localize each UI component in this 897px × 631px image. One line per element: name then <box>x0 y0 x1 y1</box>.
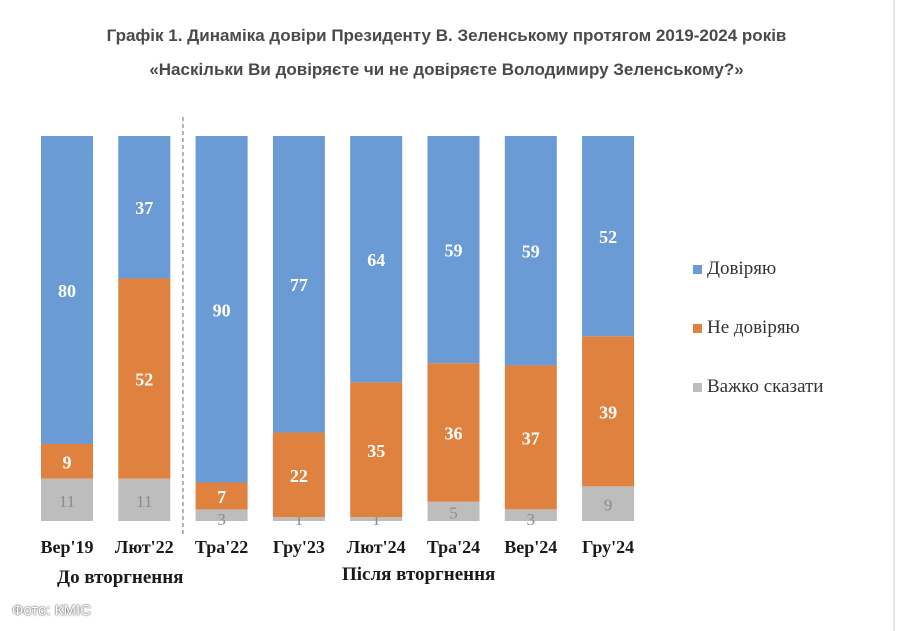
bar-trust-5 <box>427 136 480 364</box>
data-label-hard-to-say-3: 1 <box>295 510 304 529</box>
category-label-6: Вер'24 <box>504 537 557 557</box>
data-label-trust-6: 59 <box>522 242 540 262</box>
category-label-4: Лют'24 <box>347 537 406 557</box>
photo-credit: Фото: КМІС <box>12 602 92 619</box>
category-label-0: Вер'19 <box>40 537 93 557</box>
legend-swatch-distrust <box>693 323 702 333</box>
group-label-after-invasion: Після вторгнення <box>342 564 496 585</box>
data-label-hard-to-say-7: 9 <box>604 496 613 515</box>
legend-label-hard-to-say: Важко сказати <box>707 376 824 397</box>
data-label-trust-0: 80 <box>58 281 76 301</box>
chart-title: Графік 1. Динаміка довіри Президенту В. … <box>106 26 787 45</box>
legend-item-trust: Довіряю <box>693 256 823 282</box>
bar-hard-to-say-5 <box>427 501 480 521</box>
category-label-3: Гру'23 <box>273 537 325 557</box>
bar-hard-to-say-3 <box>272 517 325 521</box>
category-label-1: Лют'22 <box>115 537 174 557</box>
bar-hard-to-say-1 <box>118 478 171 521</box>
chart-subtitle: «Наскільки Ви довіряєте чи не довіряєте … <box>149 60 744 79</box>
data-label-trust-2: 90 <box>213 300 231 320</box>
bar-distrust-6 <box>504 365 557 510</box>
bar-trust-1 <box>118 136 171 279</box>
data-label-trust-3: 77 <box>290 275 308 295</box>
bar-distrust-5 <box>427 363 480 502</box>
data-label-distrust-6: 37 <box>522 428 540 448</box>
data-label-trust-7: 52 <box>599 227 617 247</box>
data-label-distrust-1: 52 <box>135 370 153 390</box>
bar-hard-to-say-0 <box>41 478 93 521</box>
bar-trust-7 <box>582 136 635 337</box>
data-label-trust-5: 59 <box>445 241 463 261</box>
data-label-hard-to-say-1: 11 <box>136 492 152 511</box>
bar-hard-to-say-7 <box>582 486 635 521</box>
legend-swatch-trust <box>693 264 702 274</box>
data-label-hard-to-say-0: 11 <box>59 492 75 511</box>
data-label-hard-to-say-4: 1 <box>372 510 381 529</box>
bar-distrust-3 <box>272 432 325 518</box>
bar-hard-to-say-4 <box>350 517 403 521</box>
category-label-7: Гру'24 <box>582 537 634 557</box>
category-label-2: Тра'22 <box>195 537 248 557</box>
legend-item-distrust: Не довіряю <box>693 315 823 341</box>
bar-hard-to-say-2 <box>195 509 248 521</box>
bar-trust-4 <box>350 136 403 383</box>
bar-hard-to-say-6 <box>504 509 557 521</box>
bar-distrust-0 <box>41 444 93 479</box>
chart-legend: Довіряю Не довіряю Важко сказати <box>693 256 823 433</box>
legend-swatch-hard-to-say <box>693 382 702 392</box>
data-label-distrust-7: 39 <box>599 402 617 422</box>
data-label-hard-to-say-6: 3 <box>527 510 536 529</box>
group-label-before-invasion: До вторгнення <box>57 567 184 588</box>
data-label-hard-to-say-2: 3 <box>217 510 226 529</box>
legend-label-trust: Довіряю <box>707 258 777 279</box>
legend-label-distrust: Не довіряю <box>707 317 800 338</box>
data-label-hard-to-say-5: 5 <box>449 503 458 522</box>
bar-trust-3 <box>272 136 325 433</box>
bar-trust-6 <box>504 136 557 366</box>
bar-distrust-4 <box>350 382 403 518</box>
data-label-distrust-3: 22 <box>290 466 308 486</box>
data-label-distrust-2: 7 <box>217 487 226 507</box>
bar-distrust-7 <box>582 336 635 487</box>
data-label-distrust-5: 36 <box>445 423 463 443</box>
bar-trust-2 <box>195 136 248 483</box>
data-label-trust-4: 64 <box>367 250 385 270</box>
legend-item-hard-to-say: Важко сказати <box>693 374 823 400</box>
bar-distrust-1 <box>118 278 171 479</box>
bar-trust-0 <box>41 136 93 444</box>
data-label-distrust-0: 9 <box>63 452 72 472</box>
data-label-trust-1: 37 <box>135 198 153 218</box>
category-label-5: Тра'24 <box>427 537 480 557</box>
bar-distrust-2 <box>195 482 248 510</box>
data-label-distrust-4: 35 <box>367 441 385 461</box>
